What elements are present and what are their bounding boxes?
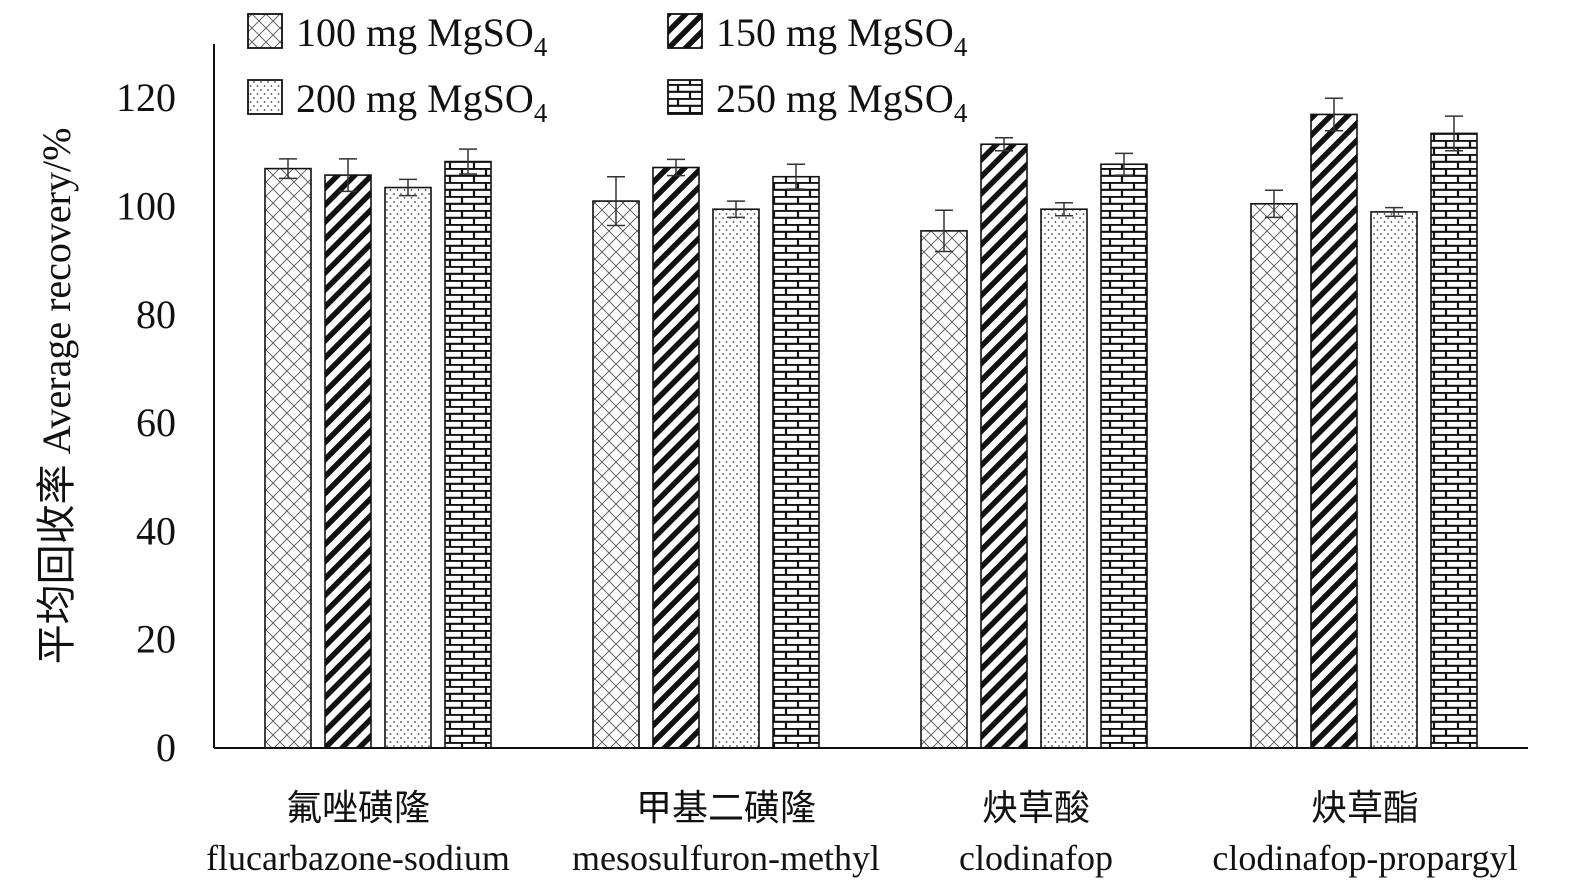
bar-dotted-1 bbox=[712, 208, 760, 749]
legend-label-main: 200 mg MgSO bbox=[296, 76, 534, 121]
bar-diagonal-1 bbox=[652, 166, 700, 749]
category-labels: 氟唑磺隆 flucarbazone-sodium 甲基二磺隆 mesosulfuron… bbox=[206, 788, 1518, 878]
bar-dotted-0 bbox=[384, 186, 432, 749]
legend-label-subscript: 4 bbox=[954, 98, 968, 128]
error-bar bbox=[667, 158, 685, 177]
bar-brick-3 bbox=[1430, 132, 1478, 749]
category-label-en: flucarbazone-sodium bbox=[206, 838, 510, 878]
legend-label: 150 mg MgSO4 bbox=[716, 10, 968, 62]
legend-label: 250 mg MgSO4 bbox=[716, 76, 968, 128]
y-tick-label: 120 bbox=[116, 75, 176, 120]
bar-dotted-2 bbox=[1040, 208, 1088, 749]
bar-dotted-3 bbox=[1370, 211, 1418, 749]
y-axis-ticks: 0 20 40 60 80 100 120 bbox=[116, 75, 176, 770]
error-bar bbox=[459, 148, 477, 175]
legend-label-main: 150 mg MgSO bbox=[716, 10, 954, 55]
bar-brick-0 bbox=[444, 160, 492, 749]
legend-label: 100 mg MgSO4 bbox=[296, 10, 548, 62]
bar-brick-2 bbox=[1100, 163, 1148, 749]
error-bar bbox=[399, 178, 417, 197]
y-tick-label: 20 bbox=[136, 617, 176, 662]
bar-diagonal-2 bbox=[980, 143, 1028, 749]
error-bar bbox=[1325, 97, 1343, 132]
y-tick-label: 60 bbox=[136, 400, 176, 445]
error-bar bbox=[1265, 189, 1283, 219]
bar-crosshatch-1 bbox=[592, 200, 640, 749]
error-bars-group bbox=[279, 97, 1463, 253]
legend-swatch-brick bbox=[667, 79, 703, 115]
category-label-cn: 炔草酸 bbox=[982, 788, 1090, 828]
error-bar bbox=[279, 158, 297, 180]
error-bar bbox=[727, 200, 745, 219]
category-label-cn: 炔草酯 bbox=[1311, 788, 1419, 828]
y-tick-label: 80 bbox=[136, 292, 176, 337]
bar-diagonal-0 bbox=[324, 174, 372, 749]
category-label-cn: 氟唑磺隆 bbox=[286, 788, 430, 828]
error-bar bbox=[1385, 206, 1403, 217]
legend-swatch-crosshatch bbox=[247, 13, 283, 49]
category-label-en: clodinafop bbox=[959, 838, 1113, 878]
bar-series-group bbox=[264, 113, 1478, 749]
category-label-en: clodinafop-propargyl bbox=[1212, 838, 1517, 878]
legend-label-subscript: 4 bbox=[954, 32, 968, 62]
error-bar bbox=[339, 158, 357, 193]
legend-label: 200 mg MgSO4 bbox=[296, 76, 548, 128]
y-axis-title: 平均回收率 Average recovery/% bbox=[34, 128, 79, 665]
y-tick-label: 40 bbox=[136, 508, 176, 553]
legend-label-main: 250 mg MgSO bbox=[716, 76, 954, 121]
y-tick-label: 0 bbox=[156, 725, 176, 770]
error-bar bbox=[995, 136, 1013, 152]
error-bar bbox=[787, 163, 805, 190]
legend-label-subscript: 4 bbox=[534, 32, 548, 62]
legend-label-main: 100 mg MgSO bbox=[296, 10, 534, 55]
y-tick-label: 100 bbox=[116, 184, 176, 229]
category-label-cn: 甲基二磺隆 bbox=[636, 788, 816, 828]
bar-diagonal-3 bbox=[1310, 113, 1358, 749]
bar-crosshatch-2 bbox=[920, 230, 968, 749]
bar-brick-1 bbox=[772, 175, 820, 749]
error-bar bbox=[1445, 115, 1463, 152]
error-bar bbox=[1055, 201, 1073, 217]
error-bar bbox=[935, 209, 953, 253]
legend-swatch-diagonal bbox=[667, 13, 703, 49]
bar-crosshatch-0 bbox=[264, 167, 312, 749]
category-label-en: mesosulfuron-methyl bbox=[572, 838, 880, 878]
legend-label-subscript: 4 bbox=[534, 98, 548, 128]
legend-swatch-dotted bbox=[247, 79, 283, 115]
error-bar bbox=[1115, 152, 1133, 176]
error-bar bbox=[607, 175, 625, 227]
bar-crosshatch-3 bbox=[1250, 202, 1298, 749]
